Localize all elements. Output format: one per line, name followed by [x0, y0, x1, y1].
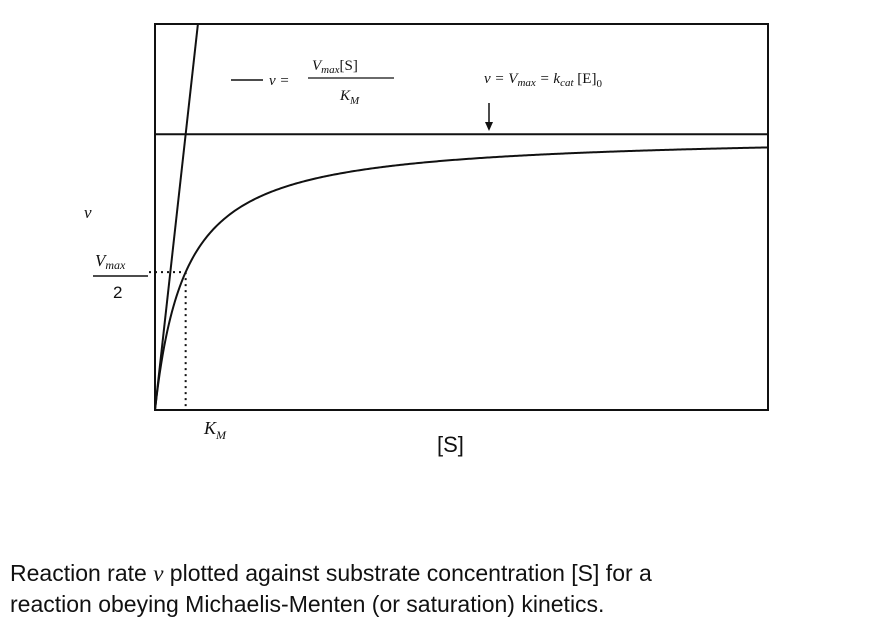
- y-axis-label: v: [84, 203, 92, 222]
- svg-text:v = Vmax = kcat [E]0: v = Vmax = kcat [E]0: [484, 71, 602, 90]
- half-vmax-label: Vmax 2: [93, 251, 148, 302]
- km-label: KM: [203, 418, 227, 442]
- figure-caption: Reaction rate v plotted against substrat…: [10, 558, 870, 619]
- saturation-curve: [154, 146, 769, 411]
- svg-text:KM: KM: [339, 88, 360, 107]
- caption-line-2: reaction obeying Michaelis-Menten (or sa…: [10, 591, 605, 617]
- svg-text:v =: v =: [269, 73, 290, 89]
- svg-text:Vmax[S]: Vmax[S]: [312, 58, 358, 76]
- plot-frame: [154, 23, 769, 411]
- svg-text:2: 2: [113, 283, 122, 302]
- initial-slope-line: [154, 23, 199, 411]
- michaelis-menten-chart: v Vmax 2 KM [S] v = Vmax[S] KM v = Vmax …: [84, 23, 769, 457]
- vmax-annotation: v = Vmax = kcat [E]0: [484, 71, 602, 131]
- caption-line-1: Reaction rate v plotted against substrat…: [10, 560, 652, 586]
- x-axis-label: [S]: [437, 432, 464, 457]
- slope-annotation: v = Vmax[S] KM: [231, 58, 394, 107]
- svg-text:Vmax: Vmax: [95, 251, 126, 272]
